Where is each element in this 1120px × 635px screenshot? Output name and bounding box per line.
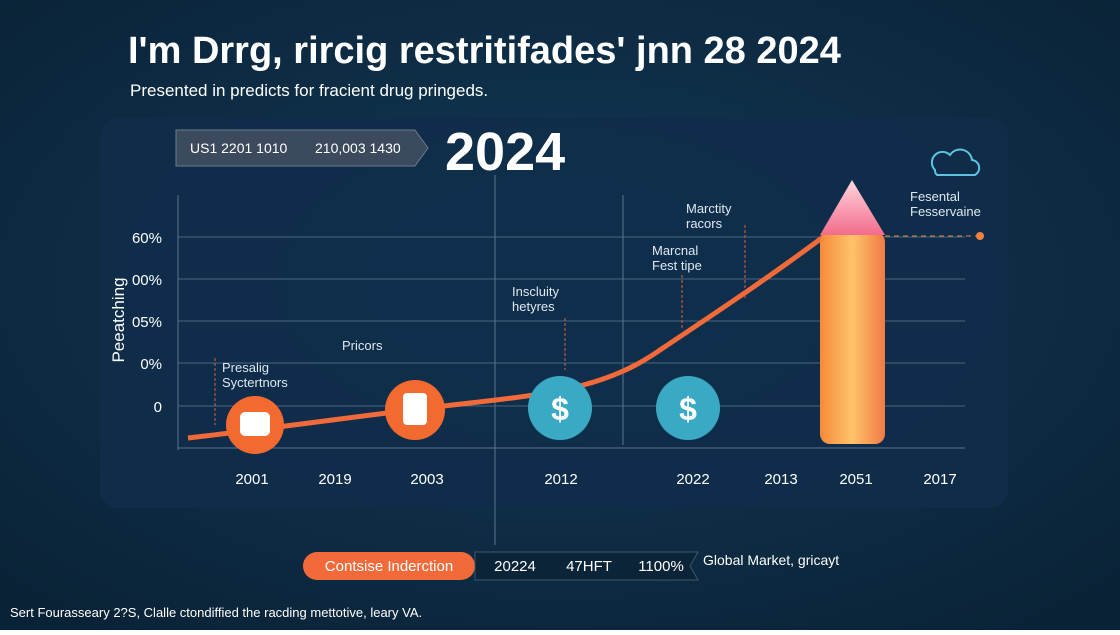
x-label: 2012 <box>544 471 577 488</box>
dot <box>976 232 984 240</box>
x-label: 2001 <box>235 471 268 488</box>
annotation: Presalig <box>222 360 269 375</box>
x-label: 2003 <box>410 471 443 488</box>
badge <box>175 129 429 167</box>
button[interactable] <box>303 552 475 580</box>
annotation: Marctity <box>686 201 732 216</box>
x-label: 2013 <box>764 471 797 488</box>
y-label: 0% <box>140 356 162 373</box>
y-label: 05% <box>132 314 162 331</box>
annotation: Syctertnors <box>222 375 288 390</box>
badge-text: 210,003 1430 <box>315 140 401 156</box>
tower <box>820 232 885 444</box>
y-label: 60% <box>132 230 162 247</box>
cloud-icon <box>930 148 981 176</box>
annotation: Fesental <box>910 189 960 204</box>
badge-text: US1 2201 1010 <box>190 140 288 156</box>
x-label: 2051 <box>839 471 872 488</box>
title: I'm Drrg, rircig restritifades' jnn 28 2… <box>128 30 841 72</box>
annotation: racors <box>686 216 723 231</box>
dollar: $ <box>679 391 697 427</box>
annotation: Fest tipe <box>652 258 702 273</box>
y-label: 00% <box>132 272 162 289</box>
note: Global Market, gricayt <box>703 552 839 568</box>
dollar: $ <box>551 391 569 427</box>
x-label: 2019 <box>318 471 351 488</box>
year: 2024 <box>445 122 565 182</box>
subtitle: Presented in predicts for fracient drug … <box>130 81 488 100</box>
annotation: hetyres <box>512 299 555 314</box>
icon-dollar <box>656 376 720 440</box>
button-label[interactable]: Contsise Inderction <box>325 558 453 575</box>
segment: 47HFT <box>566 558 612 575</box>
caption: Sert Fourasseary 2?S, Clalle ctondiffied… <box>10 605 422 620</box>
x-label: 2017 <box>923 471 956 488</box>
segments <box>474 551 699 581</box>
annotation: Fesservaine <box>910 204 981 219</box>
axis-title: Peeatching <box>109 277 128 362</box>
coins <box>240 412 270 436</box>
bottle <box>403 393 427 425</box>
segment: 1100% <box>638 558 684 575</box>
icon-dollar <box>528 376 592 440</box>
x-label: 2022 <box>676 471 709 488</box>
tower-tip <box>820 180 885 235</box>
y-label: 0 <box>154 399 162 416</box>
panel <box>100 118 1008 508</box>
annotation: Marcnal <box>652 243 698 258</box>
annotation: Inscluity <box>512 284 559 299</box>
segment: 20224 <box>494 558 536 575</box>
annotation: Pricors <box>342 338 383 353</box>
